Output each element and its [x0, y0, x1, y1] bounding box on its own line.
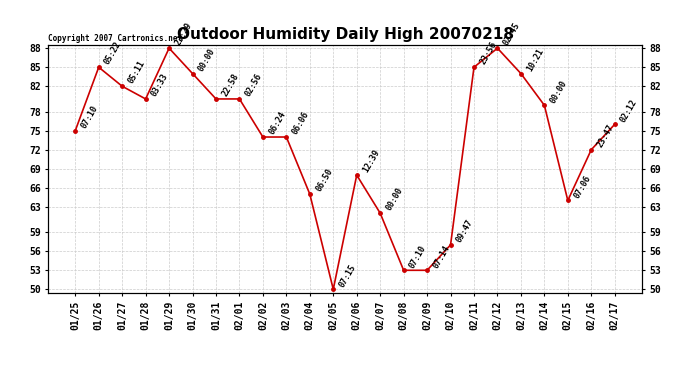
Text: 07:06: 07:06: [572, 174, 592, 200]
Text: 07:14: 07:14: [431, 243, 451, 270]
Text: 00:00: 00:00: [384, 186, 404, 212]
Text: 10:21: 10:21: [525, 46, 545, 73]
Text: 06:06: 06:06: [290, 110, 310, 136]
Text: 05:11: 05:11: [126, 59, 147, 86]
Text: 00:00: 00:00: [549, 78, 569, 105]
Text: 09:47: 09:47: [455, 218, 475, 244]
Text: 06:50: 06:50: [314, 167, 334, 194]
Text: 03:33: 03:33: [150, 72, 170, 98]
Text: 07:10: 07:10: [408, 243, 428, 270]
Text: 07:15: 07:15: [337, 262, 357, 288]
Text: 23:47: 23:47: [595, 123, 615, 149]
Text: 02:12: 02:12: [619, 98, 639, 123]
Text: 05:22: 05:22: [103, 40, 124, 66]
Text: 06:24: 06:24: [267, 110, 287, 136]
Text: 12:39: 12:39: [361, 148, 381, 174]
Text: 07:10: 07:10: [79, 104, 100, 130]
Text: 02:45: 02:45: [502, 21, 522, 47]
Text: 02:56: 02:56: [244, 72, 264, 98]
Text: 23:29: 23:29: [173, 21, 194, 47]
Text: 22:58: 22:58: [220, 72, 240, 98]
Text: 23:56: 23:56: [478, 40, 498, 66]
Text: 00:00: 00:00: [197, 46, 217, 73]
Text: Copyright 2007 Cartronics.net: Copyright 2007 Cartronics.net: [48, 33, 182, 42]
Title: Outdoor Humidity Daily High 20070218: Outdoor Humidity Daily High 20070218: [177, 27, 513, 42]
